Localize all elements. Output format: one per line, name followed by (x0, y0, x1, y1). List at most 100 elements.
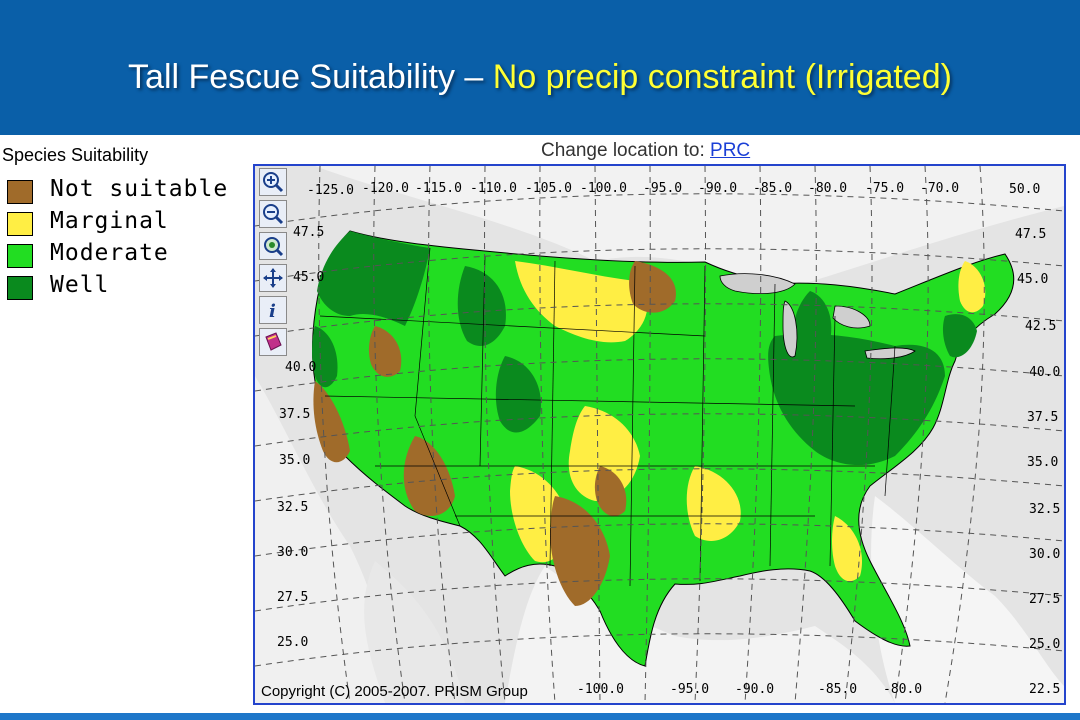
region-marginal-plains-south (568, 406, 640, 501)
lon-label: -125.0 (307, 183, 354, 198)
region-notsuitable-dakotas (629, 261, 676, 313)
region-well-michigan (793, 291, 832, 356)
region-notsuitable-texas (550, 496, 610, 606)
zoom-extent-button[interactable] (259, 232, 287, 260)
legend-item-not-suitable: Not suitable (0, 176, 240, 212)
legend-swatch (7, 244, 33, 268)
region-well-newengland (942, 314, 977, 358)
change-location-bar: Change location to: PRC (541, 140, 750, 162)
help-button[interactable] (259, 328, 287, 356)
bottom-accent-bar (0, 713, 1080, 720)
lat-label: 37.5 (279, 407, 310, 422)
lat-labels-left: 47.5 45.0 40.0 37.5 35.0 32.5 30.0 27.5 … (277, 225, 324, 650)
lon-labels-top: -125.0 -120.0 -115.0 -110.0 -105.0 -100.… (307, 181, 959, 198)
lat-label: 27.5 (1029, 592, 1060, 607)
legend-label: Moderate (50, 240, 169, 266)
lat-label: 40.0 (1029, 365, 1060, 380)
lat-label: 45.0 (293, 270, 324, 285)
lon-label: -110.0 (470, 181, 517, 196)
region-marginal-plains-north (515, 261, 648, 343)
lat-label: 42.5 (1025, 319, 1056, 334)
legend-label: Marginal (50, 208, 169, 234)
lat-label: 32.5 (1029, 502, 1060, 517)
region-notsuitable-california (313, 381, 350, 463)
title-main: Tall Fescue Suitability – (128, 58, 493, 96)
lat-label: 30.0 (277, 545, 308, 560)
state-borders (319, 247, 896, 587)
lake-michigan (782, 300, 798, 358)
region-notsuitable-plains (594, 466, 627, 517)
map-viewer[interactable]: -125.0 -120.0 -115.0 -110.0 -105.0 -100.… (253, 164, 1066, 705)
legend-title: Species Suitability (2, 145, 149, 165)
zoom-out-icon (263, 204, 284, 225)
lon-label: -75.0 (865, 181, 904, 196)
region-notsuitable-southwest (403, 436, 455, 516)
region-marginal-florida (832, 516, 863, 582)
lat-label: 50.0 (1009, 182, 1040, 197)
atlantic-ocean (871, 496, 1064, 703)
lake-superior (719, 273, 796, 295)
region-well-coast (312, 326, 338, 388)
title-highlight: No precip constraint (Irrigated) (492, 58, 952, 96)
lat-label: 37.5 (1027, 410, 1058, 425)
mexico-baja (364, 561, 465, 703)
change-location-link[interactable]: PRC (710, 140, 751, 161)
pan-button[interactable] (259, 264, 287, 292)
zoom-out-button[interactable] (259, 200, 287, 228)
legend-item-moderate: Moderate (0, 240, 240, 276)
lat-label: 35.0 (1027, 455, 1058, 470)
lat-label: 25.0 (277, 635, 308, 650)
lake-huron (832, 305, 871, 329)
region-marginal-south (686, 466, 741, 541)
lat-label: 35.0 (279, 453, 310, 468)
lon-label: -95.0 (670, 682, 709, 697)
lon-label: -85.0 (818, 682, 857, 697)
lon-label: -100.0 (580, 181, 627, 196)
lat-label: 30.0 (1029, 547, 1060, 562)
zoom-in-button[interactable] (259, 168, 287, 196)
legend-label: Well (50, 272, 110, 298)
region-notsuitable-basin (368, 326, 402, 377)
region-well-colorado (495, 356, 541, 433)
lat-label: 22.5 (1029, 682, 1060, 697)
zoom-in-icon (263, 172, 284, 193)
info-icon: i (269, 301, 276, 321)
lon-label: -70.0 (920, 181, 959, 196)
legend-label: Not suitable (50, 176, 229, 202)
lat-label: 32.5 (277, 500, 308, 515)
lat-label: 45.0 (1017, 272, 1048, 287)
lon-label: -115.0 (415, 181, 462, 196)
change-location-label: Change location to: (541, 140, 705, 161)
lon-labels-bottom: -100.0 -95.0 -90.0 -85.0 -80.0 (577, 682, 922, 697)
legend-item-marginal: Marginal (0, 208, 240, 244)
map-toolbar: i (259, 168, 291, 360)
lat-label: 47.5 (1015, 227, 1046, 242)
lat-labels-right: 50.0 47.5 45.0 42.5 40.0 37.5 35.0 32.5 … (1009, 182, 1060, 697)
legend-swatch (7, 212, 33, 236)
copyright-text: Copyright (C) 2005-2007. PRISM Group (261, 683, 528, 700)
gulf-of-mexico (505, 566, 895, 703)
lon-label: -80.0 (808, 181, 847, 196)
svg-text:i: i (269, 301, 276, 321)
lon-label: -80.0 (883, 682, 922, 697)
lat-label: 27.5 (277, 590, 308, 605)
lon-label: -85.0 (753, 181, 792, 196)
lat-label: 40.0 (285, 360, 316, 375)
legend-swatch (7, 276, 33, 300)
lon-label: -120.0 (362, 181, 409, 196)
legend-item-well: Well (0, 272, 240, 308)
region-well-rockies (457, 266, 506, 346)
lat-label: 25.0 (1029, 637, 1060, 652)
slide-title: Tall Fescue Suitability – No precip cons… (0, 58, 1080, 97)
title-banner: Tall Fescue Suitability – No precip cons… (0, 0, 1080, 135)
suitability-map: -125.0 -120.0 -115.0 -110.0 -105.0 -100.… (255, 166, 1064, 703)
info-button[interactable]: i (259, 296, 287, 324)
lake-erie (864, 347, 916, 360)
region-marginal-maine (958, 261, 986, 313)
lon-label: -90.0 (698, 181, 737, 196)
graticule (255, 166, 1064, 703)
pan-icon (263, 268, 283, 288)
lon-label: -90.0 (735, 682, 774, 697)
lon-label: -105.0 (525, 181, 572, 196)
help-book-icon (265, 332, 282, 351)
